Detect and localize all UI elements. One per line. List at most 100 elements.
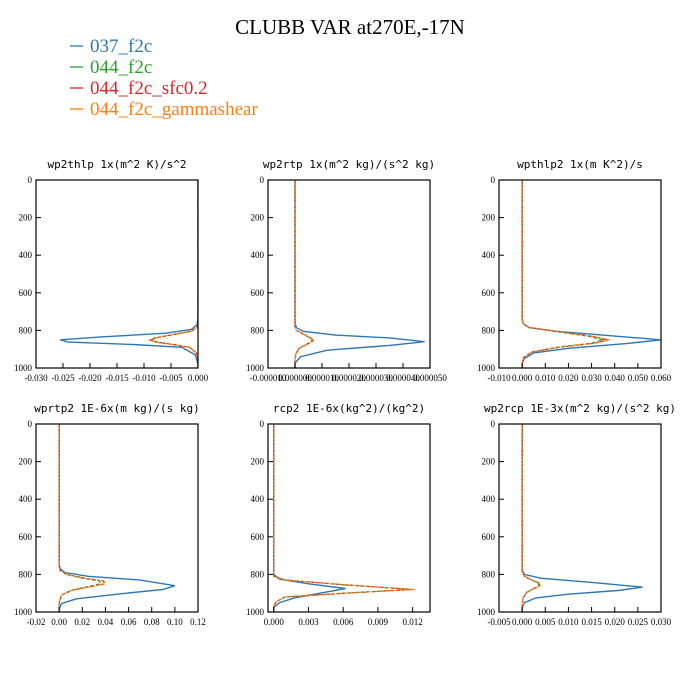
legend-label: 044_f2c_gammashear: [90, 99, 258, 120]
y-tick-label: 1000: [477, 363, 496, 373]
legend-entry: 044_f2c_sfc0.2: [70, 78, 208, 99]
series-line: [58, 424, 176, 612]
series-line: [273, 424, 413, 612]
x-tick-label: -0.005: [159, 373, 183, 383]
x-tick-label: 0.025: [628, 617, 649, 627]
x-tick-label: 0.000050: [413, 373, 447, 383]
subplot-title: rcp2 1E-6x(kg^2)/(kg^2): [273, 402, 425, 415]
series-group: [521, 180, 661, 368]
x-tick-label: 0.015: [581, 617, 602, 627]
x-tick-label: 0.000020: [332, 373, 366, 383]
subplot: rcp2 1E-6x(kg^2)/(kg^2) 0 200 400 600 800 1000…: [246, 402, 431, 627]
series-group: [521, 424, 643, 612]
x-tick-label: -0.000010: [250, 373, 287, 383]
legend-entry: 044_f2c_gammashear: [70, 99, 258, 120]
y-tick-label: 800: [251, 569, 265, 579]
figure-title: CLUBB VAR at270E,-17N: [235, 15, 465, 39]
y-tick-label: 0: [28, 175, 33, 185]
y-tick-label: 0: [28, 419, 33, 429]
y-tick-label: 400: [19, 250, 33, 260]
subplot-title: wprtp2 1E-6x(m kg)/(s kg): [34, 402, 200, 415]
series-line: [58, 424, 102, 612]
x-tick-label: -0.005: [487, 617, 511, 627]
series-line: [273, 424, 411, 612]
x-tick-label: 0.000: [264, 617, 285, 627]
x-tick-label: -0.030: [24, 373, 48, 383]
x-tick-label: 0.009: [368, 617, 389, 627]
series-line: [294, 180, 315, 368]
y-tick-label: 0: [260, 175, 265, 185]
x-tick-label: 0.060: [651, 373, 672, 383]
y-tick-label: 200: [482, 213, 496, 223]
series-line: [294, 180, 314, 368]
y-tick-label: 200: [482, 457, 496, 467]
series-group: [273, 424, 416, 612]
series-line: [521, 424, 541, 612]
y-tick-label: 800: [482, 569, 496, 579]
x-tick-label: 0.020: [605, 617, 626, 627]
series-line: [521, 180, 611, 368]
x-tick-label: 0.12: [190, 617, 206, 627]
y-tick-label: 0: [491, 419, 496, 429]
series-line: [521, 180, 608, 368]
series-line: [294, 180, 425, 368]
y-tick-label: 200: [19, 457, 33, 467]
y-tick-label: 200: [19, 213, 33, 223]
series-line: [273, 424, 416, 612]
series-line: [521, 424, 643, 612]
subplot: wprtp2 1E-6x(m kg)/(s kg)0 200 400 600 800 10…: [14, 402, 206, 627]
subplot: wp2thlp 1x(m^2 K)/s^202004006008001000-0…: [14, 158, 209, 383]
y-tick-label: 600: [482, 288, 496, 298]
x-tick-label: 0.003: [298, 617, 319, 627]
y-tick-label: 800: [19, 325, 33, 335]
plot-frame: [498, 423, 662, 613]
x-tick-label: 0.000: [188, 373, 209, 383]
y-tick-label: 600: [19, 288, 33, 298]
y-tick-label: 1000: [14, 363, 33, 373]
y-tick-label: 600: [251, 532, 265, 542]
y-tick-label: 1000: [477, 607, 496, 617]
legend-entry: 037_f2c: [70, 36, 152, 57]
x-tick-label: 0.000000: [278, 373, 312, 383]
plot-frame: [267, 423, 431, 613]
subplot-title: wpthlp2 1x(m K^2)/s: [517, 158, 643, 171]
x-tick-label: -0.025: [51, 373, 75, 383]
y-tick-label: 1000: [246, 607, 265, 617]
x-tick-label: -0.010: [487, 373, 511, 383]
series-line: [521, 180, 661, 368]
y-tick-label: 200: [251, 457, 265, 467]
subplot-title: wp2thlp 1x(m^2 K)/s^2: [47, 158, 186, 171]
y-tick-label: 600: [19, 532, 33, 542]
x-tick-label: 0.02: [74, 617, 90, 627]
y-tick-label: 1000: [246, 363, 265, 373]
x-tick-label: 0.08: [144, 617, 160, 627]
series-line: [150, 180, 198, 368]
x-tick-label: 0.010: [535, 373, 556, 383]
legend-label: 044_f2c_sfc0.2: [90, 78, 208, 99]
x-tick-label: 0.040: [605, 373, 626, 383]
y-tick-label: 600: [482, 532, 496, 542]
subplot: wp2rtp 1x(m^2 kg)/(s^2 kg) 0 200 400 600 800 1…: [246, 158, 447, 383]
x-tick-label: 0.04: [98, 617, 114, 627]
series-line: [149, 180, 198, 368]
series-group: [58, 424, 176, 612]
x-tick-label: -0.02: [27, 617, 46, 627]
y-tick-label: 200: [251, 213, 265, 223]
x-tick-label: 0.000040: [386, 373, 420, 383]
x-tick-label: 0.000010: [305, 373, 339, 383]
series-line: [521, 424, 540, 612]
x-tick-label: -0.020: [78, 373, 102, 383]
legend-label: 037_f2c: [90, 36, 152, 57]
y-tick-label: 400: [251, 250, 265, 260]
y-tick-label: 800: [482, 325, 496, 335]
y-tick-label: 400: [19, 494, 33, 504]
y-tick-label: 0: [491, 175, 496, 185]
x-tick-label: 0.020: [558, 373, 579, 383]
plot-frame: [35, 423, 199, 613]
y-tick-label: 400: [251, 494, 265, 504]
x-tick-label: 0.012: [403, 617, 423, 627]
x-tick-label: 0.10: [167, 617, 183, 627]
subplot: wp2rcp 1E-3x(m^2 kg)/(s^2 kg) 0 200 400 600 8…: [477, 402, 676, 627]
x-tick-label: 0.000: [512, 373, 533, 383]
